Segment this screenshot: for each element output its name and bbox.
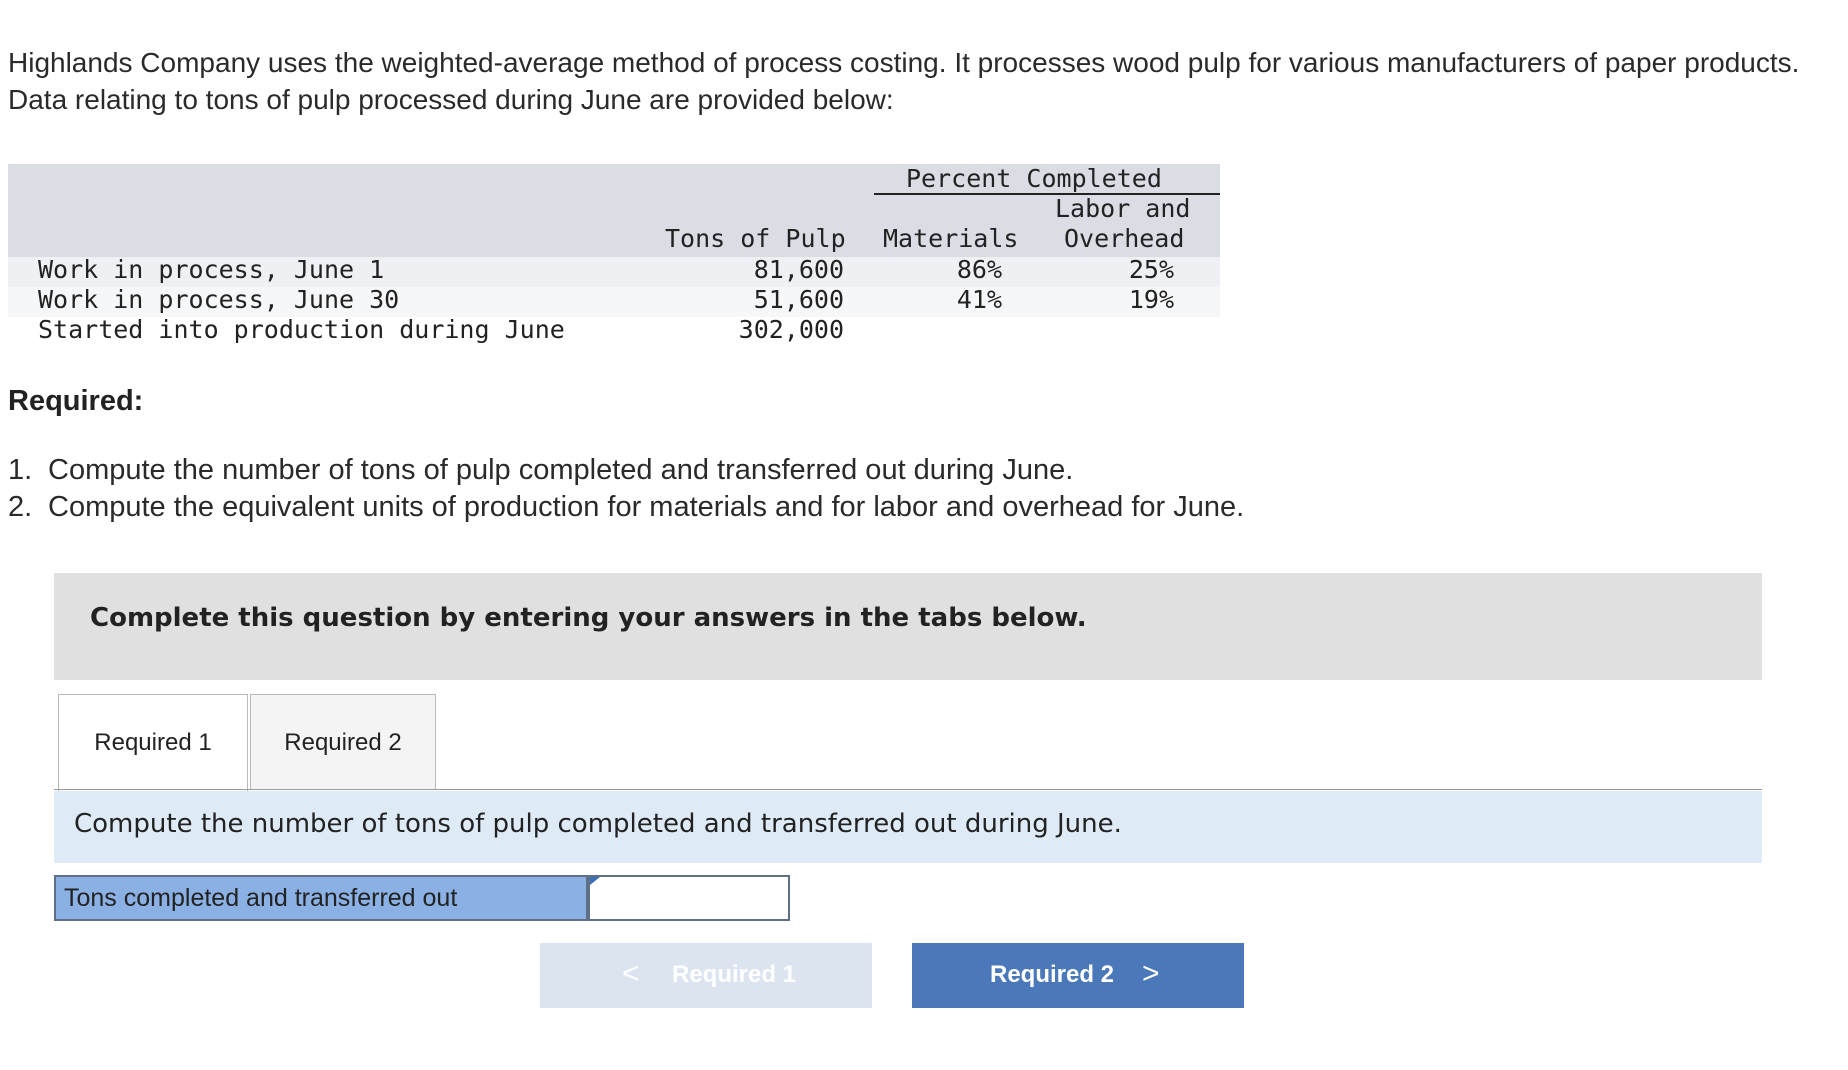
list-item-number: 2. bbox=[8, 491, 33, 523]
list-item-number: 1. bbox=[8, 454, 33, 486]
row-labor: 25% bbox=[1128, 255, 1174, 284]
tab-required-2[interactable]: Required 2 bbox=[250, 694, 436, 790]
list-item: 1. Compute the number of tons of pulp com… bbox=[8, 452, 1244, 489]
table-row-band bbox=[8, 287, 1220, 317]
subquestion-banner: Compute the number of tons of pulp compl… bbox=[54, 791, 1762, 863]
pulp-data-table: Percent Completed Labor and Tons of Pulp… bbox=[8, 164, 1220, 354]
tons-completed-input[interactable] bbox=[588, 875, 790, 921]
instruction-text: Complete this question by entering your … bbox=[90, 603, 1087, 633]
table-header-band bbox=[8, 164, 1220, 257]
labor-overhead-header-line1: Labor and bbox=[1055, 194, 1191, 223]
tab-required-1[interactable]: Required 1 bbox=[58, 694, 248, 791]
row-materials: 41% bbox=[956, 285, 1002, 314]
materials-header: Materials bbox=[883, 224, 1019, 253]
subquestion-text: Compute the number of tons of pulp compl… bbox=[74, 809, 1122, 839]
tab-divider bbox=[54, 789, 1762, 790]
chevron-right-icon: > bbox=[1142, 957, 1160, 990]
prev-required-button[interactable]: < Required 1 bbox=[540, 943, 872, 1008]
next-required-button[interactable]: Required 2 > bbox=[912, 943, 1244, 1008]
row-materials: 86% bbox=[956, 255, 1002, 284]
required-heading: Required: bbox=[8, 385, 144, 417]
instruction-banner: Complete this question by entering your … bbox=[54, 573, 1762, 680]
prev-button-label: Required 1 bbox=[672, 961, 797, 988]
labor-overhead-header-line2: Overhead bbox=[1064, 224, 1185, 253]
list-item: 2. Compute the equivalent units of produc… bbox=[8, 489, 1244, 526]
percent-completed-header: Percent Completed bbox=[906, 164, 1162, 193]
problem-intro: Highlands Company uses the weighted-aver… bbox=[8, 47, 1800, 115]
row-tons: 51,600 bbox=[753, 285, 844, 314]
header-underline bbox=[874, 193, 1220, 195]
row-label: Work in process, June 30 bbox=[38, 285, 400, 314]
row-label: Work in process, June 1 bbox=[38, 255, 385, 284]
row-labor: 19% bbox=[1128, 285, 1174, 314]
list-item-text: Compute the equivalent units of producti… bbox=[48, 491, 1245, 523]
list-item-text: Compute the number of tons of pulp compl… bbox=[48, 454, 1074, 486]
row-tons: 302,000 bbox=[738, 315, 844, 344]
chevron-left-icon: < bbox=[622, 957, 640, 990]
tons-header: Tons of Pulp bbox=[665, 224, 846, 253]
row-label: Started into production during June bbox=[38, 315, 565, 344]
next-button-label: Required 2 bbox=[990, 961, 1115, 988]
answer-label: Tons completed and transferred out bbox=[54, 875, 588, 921]
row-tons: 81,600 bbox=[753, 255, 844, 284]
table-row-band bbox=[8, 257, 1220, 287]
input-flag-icon bbox=[590, 877, 600, 885]
requirements-list: 1. Compute the number of tons of pulp com… bbox=[8, 452, 1244, 526]
